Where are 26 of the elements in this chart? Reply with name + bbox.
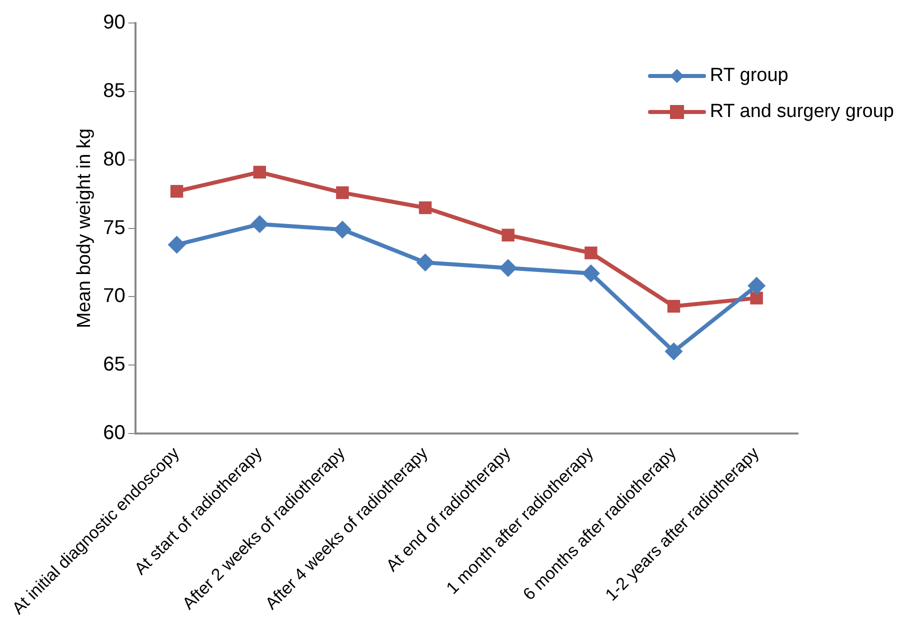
y-tick-label: 75 (103, 216, 126, 239)
y-axis-title: Mean body weight in kg (74, 128, 95, 328)
point (502, 228, 514, 242)
y-tick-label: 70 (103, 285, 126, 308)
point (750, 292, 763, 304)
y-tick-label: 85 (103, 80, 126, 102)
point (664, 342, 683, 360)
point (336, 186, 349, 200)
point (582, 264, 600, 282)
point (748, 276, 766, 295)
point (584, 246, 598, 260)
point (253, 166, 266, 179)
y-tick-label: 90 (103, 12, 126, 34)
point (250, 215, 269, 234)
point (416, 253, 434, 272)
point (499, 258, 518, 277)
point (418, 201, 432, 214)
point (333, 220, 352, 239)
point (170, 184, 184, 198)
y-tick-label: 80 (103, 148, 126, 170)
point (667, 300, 680, 313)
legend-label: RT and surgery group (710, 101, 894, 123)
y-tick-label: 60 (103, 422, 126, 444)
legend-label: RT group (710, 65, 788, 87)
y-tick-label: 65 (103, 354, 126, 376)
point (168, 236, 186, 254)
